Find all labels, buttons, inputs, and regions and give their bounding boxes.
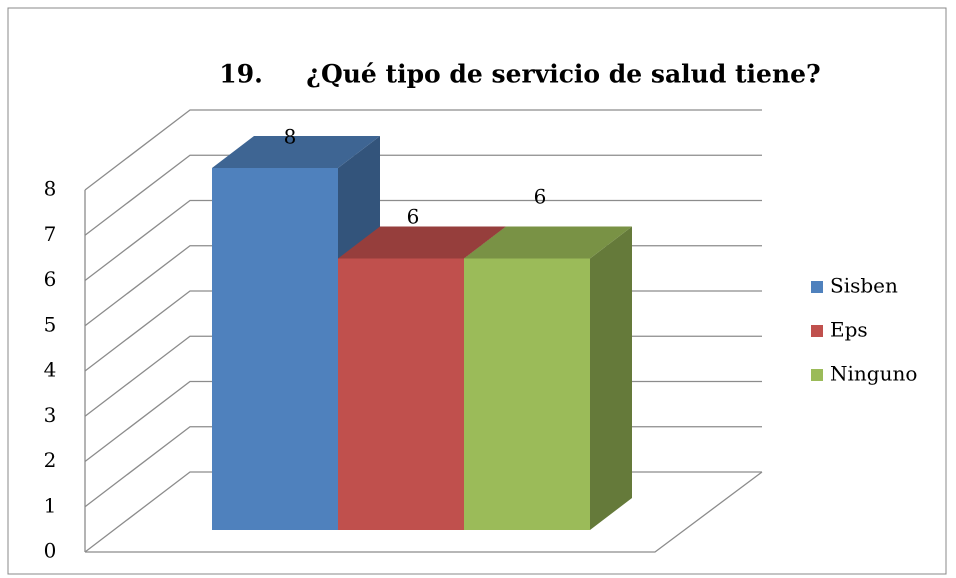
bar-top (212, 136, 380, 168)
bar-top (464, 226, 632, 259)
floor (85, 471, 763, 553)
legend-label: Eps (830, 318, 868, 342)
bar-side (590, 226, 632, 530)
data-label: 8 (284, 125, 297, 149)
grid-line (84, 199, 762, 282)
data-label: 6 (534, 185, 547, 209)
bar (464, 258, 590, 530)
y-tick-label: 5 (44, 312, 57, 336)
y-tick-label: 0 (44, 539, 57, 563)
legend-swatch (811, 369, 823, 381)
grid-line (84, 109, 762, 191)
y-tick-label: 8 (44, 177, 57, 201)
y-tick-label: 1 (44, 493, 57, 517)
data-label: 6 (407, 205, 420, 229)
bar (338, 258, 464, 530)
legend-swatch (811, 281, 823, 293)
y-tick-label: 7 (44, 222, 57, 246)
y-tick-label: 3 (44, 403, 57, 427)
y-tick-label: 2 (44, 448, 57, 472)
y-tick-label: 4 (44, 358, 57, 382)
chart-title: 19. ¿Qué tipo de servicio de salud tiene… (219, 60, 820, 89)
y-tick-label: 6 (44, 267, 57, 291)
legend-swatch (811, 325, 823, 337)
bar (212, 168, 338, 530)
legend-label: Sisben (830, 274, 898, 298)
grid-line (84, 154, 762, 236)
bar-top (338, 226, 506, 259)
legend-label: Ninguno (830, 362, 917, 386)
